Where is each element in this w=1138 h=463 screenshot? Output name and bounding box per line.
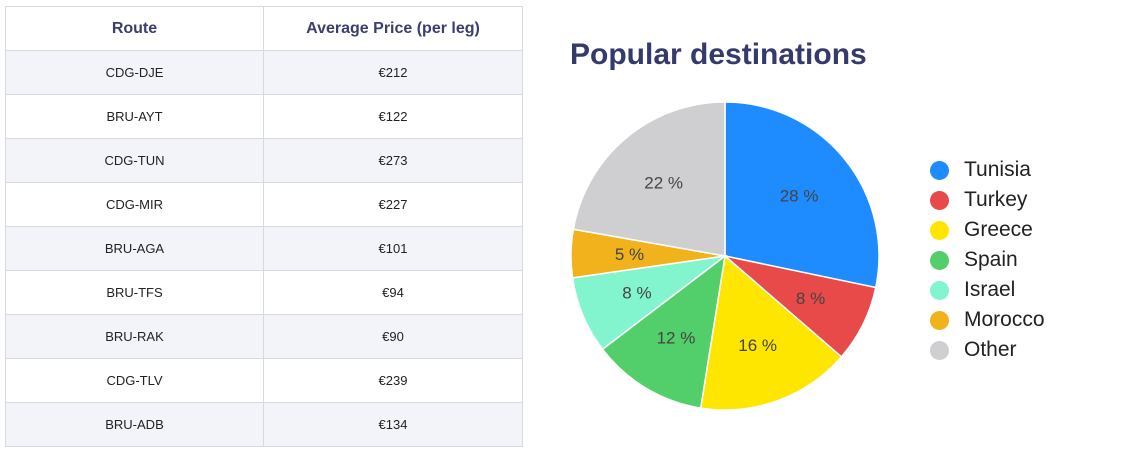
route-cell: CDG-TUN: [5, 138, 264, 183]
legend-item: Israel: [930, 275, 1045, 305]
legend-item: Other: [930, 335, 1045, 365]
table-row: BRU-AGA €101: [5, 226, 523, 271]
route-cell: CDG-TLV: [5, 358, 264, 403]
table-row: CDG-MIR €227: [5, 182, 523, 227]
route-cell: BRU-AYT: [5, 94, 264, 139]
legend-item: Morocco: [930, 305, 1045, 335]
legend-item: Greece: [930, 215, 1045, 245]
table-row: BRU-RAK €90: [5, 314, 523, 359]
legend-label: Morocco: [964, 308, 1045, 331]
pie-slices: [570, 101, 880, 411]
legend-item: Spain: [930, 245, 1045, 275]
legend-item: Tunisia: [930, 155, 1045, 185]
pie-slice-greece: [699, 254, 843, 411]
legend-swatch: [930, 250, 949, 270]
price-cell: €227: [263, 182, 523, 227]
route-cell: BRU-ADB: [5, 402, 264, 447]
pie-slice-spain: [601, 254, 727, 409]
price-cell: €122: [263, 94, 523, 139]
legend-swatch: [930, 160, 949, 180]
pie-slice-other: [572, 101, 726, 257]
price-cell: €134: [263, 402, 523, 447]
table-row: BRU-TFS €94: [5, 270, 523, 315]
table-row: BRU-AYT €122: [5, 94, 523, 139]
pie-slice-label: 8 %: [796, 289, 825, 308]
route-column-header: Route: [5, 6, 264, 51]
table-row: BRU-ADB €134: [5, 402, 523, 447]
legend-item: Turkey: [930, 185, 1045, 215]
route-price-table: Route Average Price (per leg) CDG-DJE €2…: [5, 6, 523, 447]
price-cell: €90: [263, 314, 523, 359]
route-cell: BRU-AGA: [5, 226, 264, 271]
chart-title: Popular destinations: [570, 38, 867, 71]
legend-swatch: [930, 340, 949, 360]
legend-label: Tunisia: [964, 158, 1031, 181]
pie-slice-label: 28 %: [780, 186, 819, 205]
pie-chart: 28 % 8 % 16 % 12 % 8 % 5 % 22 %: [570, 101, 880, 411]
legend-swatch: [930, 220, 949, 240]
pie-slice-label: 22 %: [644, 173, 683, 192]
route-cell: CDG-MIR: [5, 182, 264, 227]
price-cell: €101: [263, 226, 523, 271]
legend-label: Greece: [964, 218, 1033, 241]
pie-slice-tunisia: [724, 101, 880, 289]
legend-swatch: [930, 310, 949, 330]
legend-label: Israel: [964, 278, 1016, 301]
route-cell: BRU-TFS: [5, 270, 264, 315]
table-row: CDG-TUN €273: [5, 138, 523, 183]
route-cell: CDG-DJE: [5, 50, 264, 95]
pie-slice-label: 16 %: [738, 336, 777, 355]
legend-label: Spain: [964, 248, 1018, 271]
table-row: CDG-DJE €212: [5, 50, 523, 95]
pie-slice-label: 12 %: [657, 328, 696, 347]
price-column-header: Average Price (per leg): [263, 6, 523, 51]
legend-swatch: [930, 190, 949, 210]
table-row: CDG-TLV €239: [5, 358, 523, 403]
route-cell: BRU-RAK: [5, 314, 264, 359]
legend-swatch: [930, 280, 949, 300]
legend-label: Turkey: [964, 188, 1028, 211]
chart-legend: Tunisia Turkey Greece Spain Israel Moroc…: [930, 155, 1045, 365]
table-header-row: Route Average Price (per leg): [5, 6, 523, 51]
pie-labels: 28 % 8 % 16 % 12 % 8 % 5 % 22 %: [615, 173, 825, 355]
price-cell: €212: [263, 50, 523, 95]
legend-label: Other: [964, 338, 1017, 361]
pie-slice-label: 5 %: [615, 245, 644, 264]
pie-slice-label: 8 %: [622, 283, 651, 302]
price-cell: €273: [263, 138, 523, 183]
price-cell: €94: [263, 270, 523, 315]
price-cell: €239: [263, 358, 523, 403]
